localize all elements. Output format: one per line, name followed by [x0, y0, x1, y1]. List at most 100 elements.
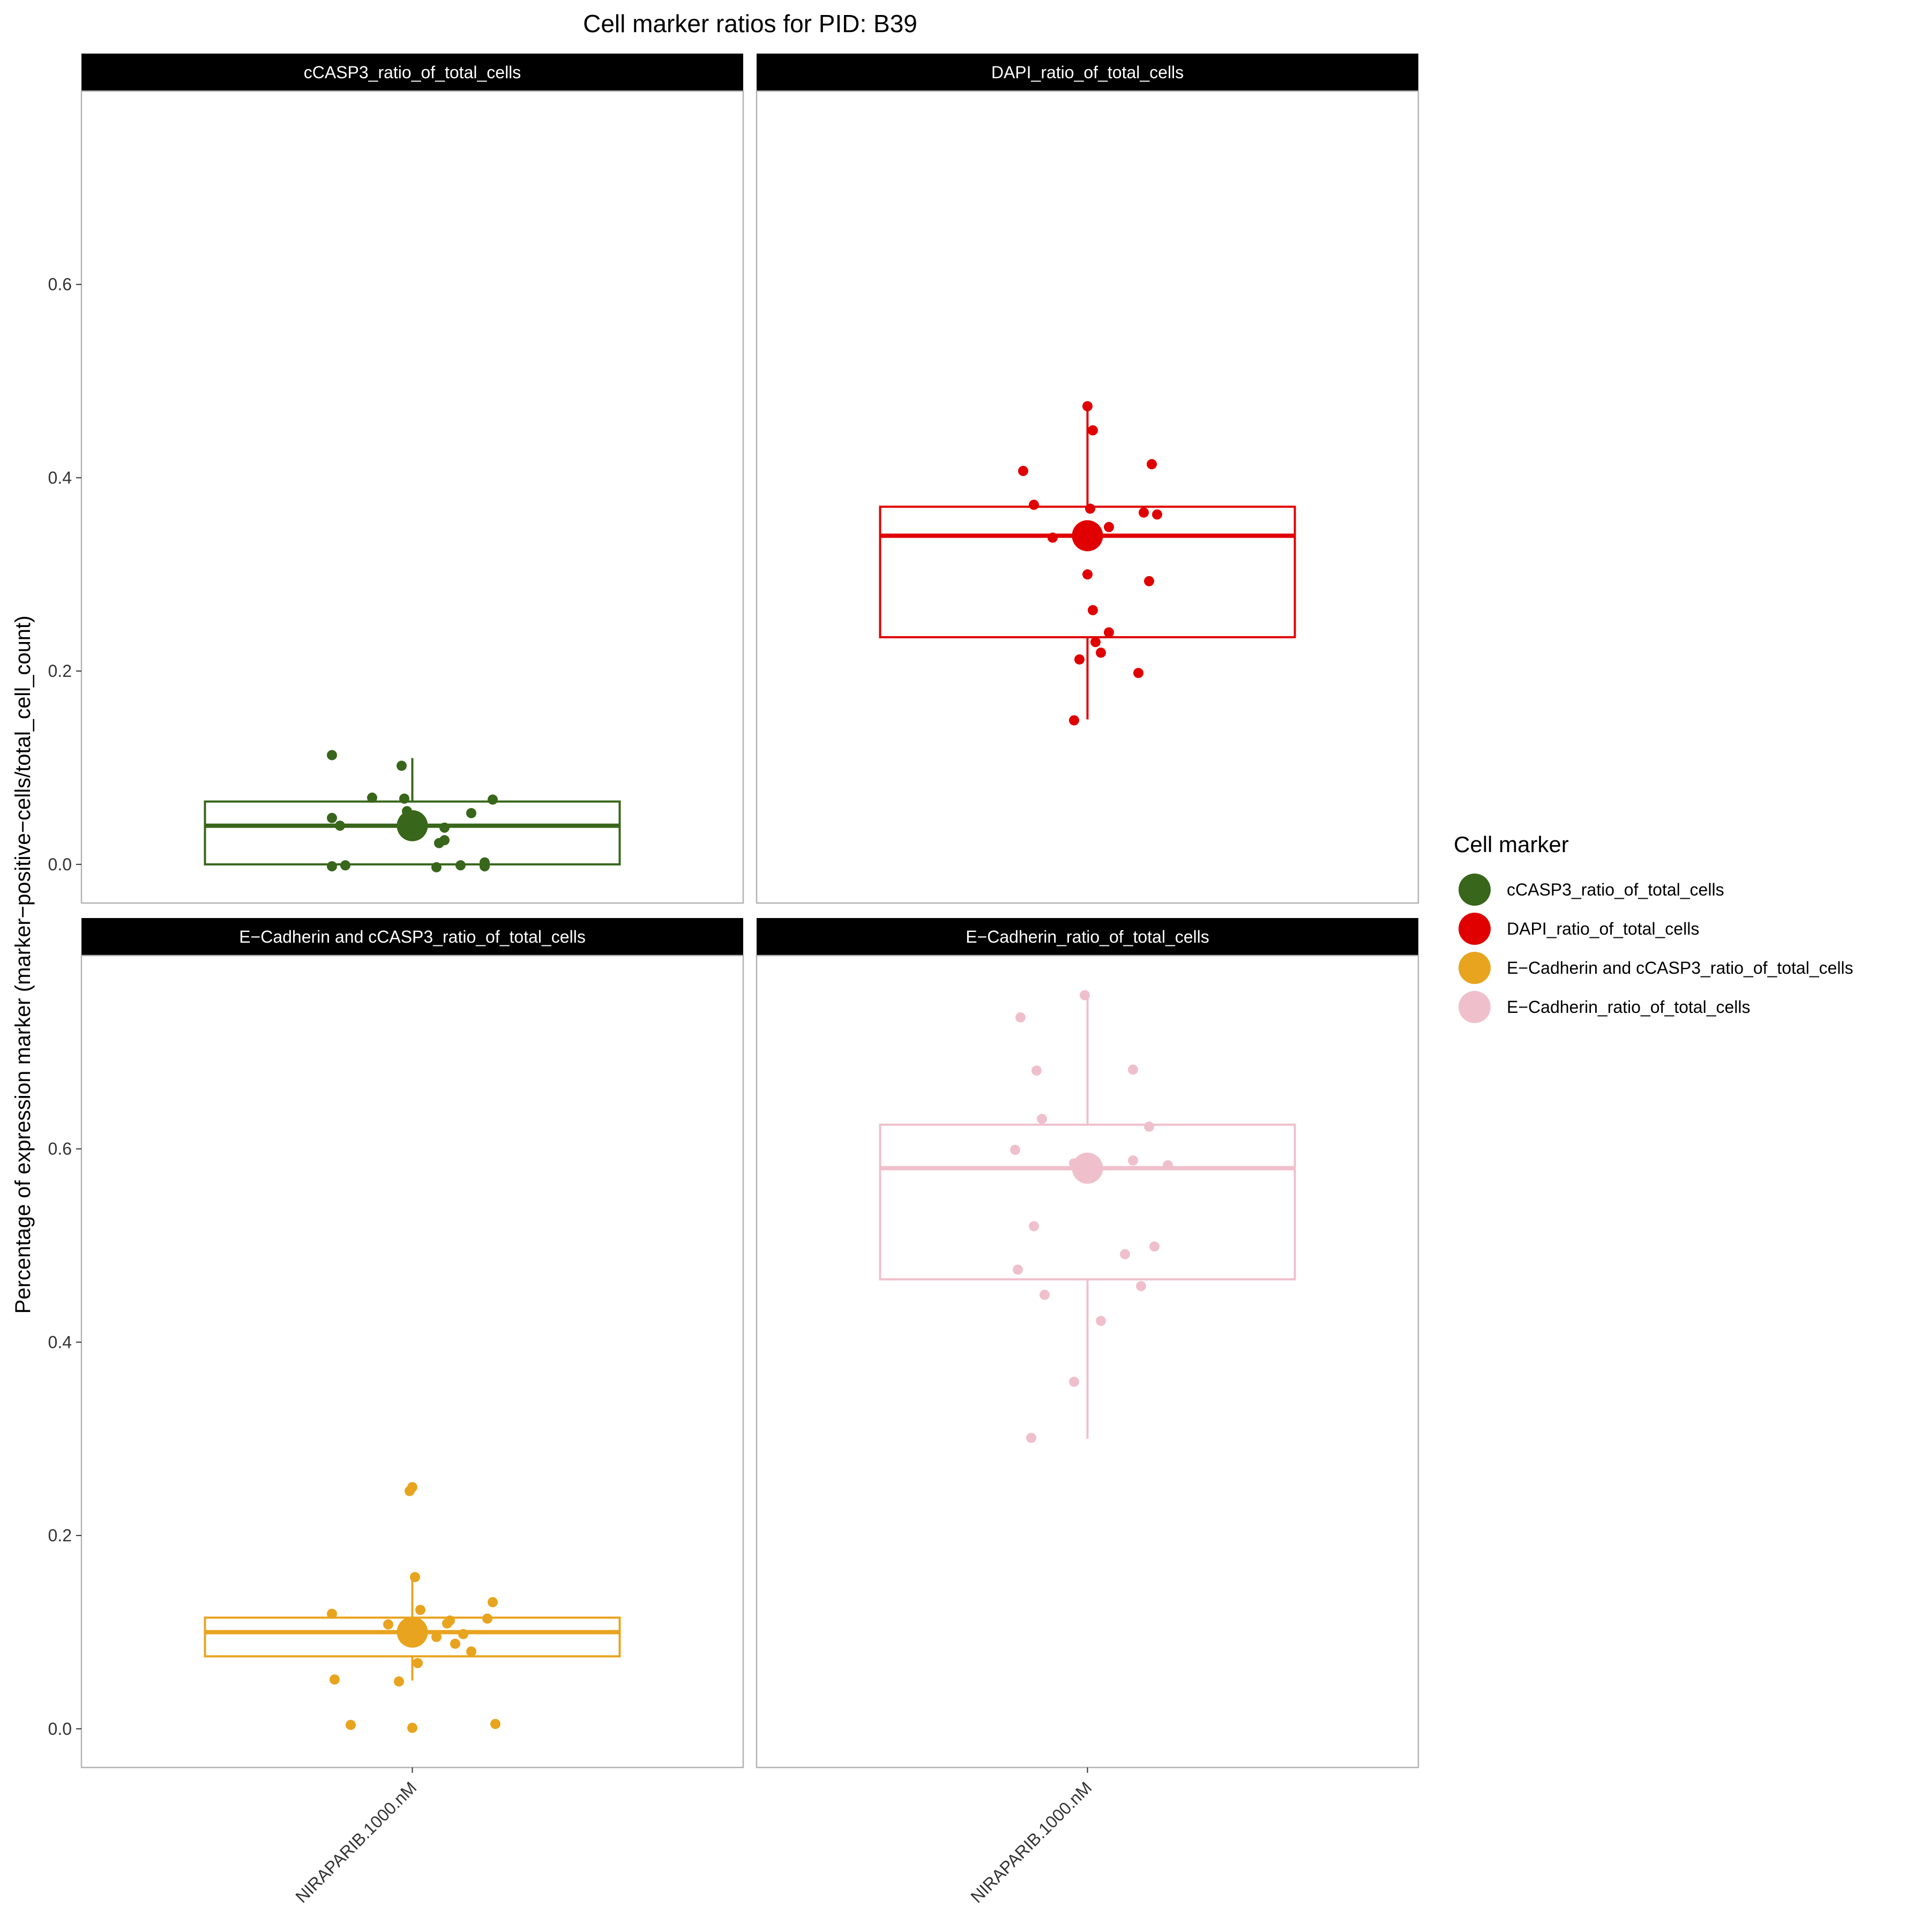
legend-key-dapi-ratio-of-total-cells — [1459, 913, 1491, 945]
data-point — [327, 1608, 337, 1619]
data-point — [340, 860, 350, 871]
data-point — [458, 1629, 468, 1639]
data-point — [1133, 668, 1143, 678]
data-point — [394, 1676, 404, 1687]
data-point — [450, 1638, 460, 1649]
facet-panel-dapi-ratio-of-total-cells: DAPI_ratio_of_total_cells — [756, 54, 1419, 904]
data-point — [1018, 466, 1028, 476]
data-point — [455, 860, 466, 871]
facet-panels: cCASP3_ratio_of_total_cells 0.0 0.2 0.4 0.6 D… — [48, 54, 1419, 1907]
facet-strip — [757, 918, 1418, 956]
data-point — [1090, 637, 1101, 647]
legend-key-e-cadherin-ratio-of-total-cells — [1459, 991, 1491, 1023]
data-point — [1088, 605, 1098, 616]
data-point — [415, 1605, 425, 1615]
data-point — [1082, 401, 1093, 412]
data-point — [1128, 1155, 1138, 1166]
y-tick-label: 0.6 — [48, 275, 72, 294]
data-point — [1069, 1376, 1079, 1387]
data-point — [480, 861, 490, 871]
data-point — [1120, 1249, 1130, 1259]
data-point — [1069, 715, 1079, 726]
data-point — [1104, 627, 1114, 638]
data-point — [442, 1618, 452, 1629]
box-iqr — [879, 1123, 1296, 1281]
data-point — [399, 793, 409, 804]
data-point — [1088, 425, 1098, 436]
data-point — [397, 760, 407, 771]
legend: Cell marker cCASP3_ratio_of_total_cells D… — [1454, 832, 1853, 1023]
legend-key-e-cadherin-and-ccasp3-ratio-of-total-cells — [1459, 952, 1491, 984]
data-point — [466, 1646, 476, 1657]
data-point — [1013, 1264, 1023, 1275]
data-point — [1085, 503, 1095, 514]
data-point — [466, 808, 476, 818]
facet-strip-label: DAPI_ratio_of_total_cells — [991, 63, 1184, 82]
data-point — [1144, 1121, 1154, 1132]
data-point — [405, 1486, 415, 1496]
data-point — [1082, 569, 1093, 580]
mean-point — [1072, 1152, 1103, 1184]
data-point — [1031, 1065, 1042, 1076]
data-point — [327, 750, 337, 760]
data-point — [330, 1674, 340, 1685]
data-point — [367, 792, 377, 803]
mean-point — [397, 1616, 428, 1648]
legend-label: E−Cadherin_ratio_of_total_cells — [1507, 997, 1751, 1017]
facet-strip — [81, 918, 743, 956]
y-tick-label: 0.4 — [48, 1332, 72, 1352]
data-point — [1104, 521, 1114, 532]
legend-title: Cell marker — [1454, 832, 1569, 857]
facet-strip — [757, 54, 1418, 91]
data-point — [1037, 1114, 1047, 1124]
facet-panel-ccasp3-ratio-of-total-cells: cCASP3_ratio_of_total_cells 0.0 0.2 0.4 0.6 — [48, 54, 744, 904]
data-point — [327, 812, 337, 823]
data-point — [1163, 1160, 1173, 1170]
y-tick-label: 0.0 — [48, 1719, 72, 1739]
data-point — [327, 861, 337, 871]
data-point — [1139, 507, 1149, 518]
data-point — [431, 1632, 442, 1643]
data-point — [346, 1720, 356, 1730]
mean-point — [1072, 520, 1103, 551]
data-point — [1048, 532, 1058, 543]
data-point — [1149, 1241, 1160, 1252]
box-iqr — [204, 800, 621, 866]
y-tick-label: 0.2 — [48, 661, 72, 681]
data-point — [1128, 1064, 1138, 1075]
data-point — [383, 1619, 393, 1630]
data-point — [1136, 1281, 1146, 1292]
facet-strip-label: E−Cadherin and cCASP3_ratio_of_total_cel… — [239, 927, 586, 946]
y-tick-label: 0.6 — [48, 1139, 72, 1159]
data-point — [335, 820, 345, 831]
data-point — [482, 1613, 492, 1624]
data-point — [413, 1658, 423, 1668]
x-tick-label: NIRAPARIB.1000.nM — [967, 1778, 1095, 1906]
facet-strip-label: E−Cadherin_ratio_of_total_cells — [966, 927, 1209, 946]
data-point — [407, 1722, 417, 1733]
facet-strip-label: cCASP3_ratio_of_total_cells — [304, 63, 521, 82]
facet-strip — [81, 54, 743, 91]
legend-label: E−Cadherin and cCASP3_ratio_of_total_cel… — [1507, 958, 1853, 978]
legend-label: cCASP3_ratio_of_total_cells — [1507, 880, 1724, 899]
legend-label: DAPI_ratio_of_total_cells — [1507, 919, 1699, 938]
data-point — [1144, 576, 1154, 586]
data-point — [1096, 1316, 1106, 1326]
data-point — [439, 822, 450, 833]
data-point — [1026, 1433, 1036, 1443]
y-axis-label: Percentage of expression marker (marker−… — [11, 616, 35, 1314]
y-tick-label: 0.4 — [48, 468, 72, 487]
data-point — [488, 794, 498, 805]
data-point — [1010, 1145, 1020, 1155]
y-tick-label: 0.2 — [48, 1526, 72, 1545]
data-point — [1152, 509, 1162, 520]
data-point — [1040, 1289, 1050, 1300]
facet-panel-e-cadherin-ratio-of-total-cells: E−Cadherin_ratio_of_total_cells NIRAPARIB… — [756, 918, 1419, 1907]
data-point — [1029, 499, 1039, 510]
x-tick-label: NIRAPARIB.1000.nM — [291, 1778, 420, 1906]
legend-key-ccasp3-ratio-of-total-cells — [1459, 874, 1491, 906]
data-point — [1096, 647, 1106, 658]
data-point — [1080, 990, 1090, 1001]
mean-point — [397, 810, 428, 841]
